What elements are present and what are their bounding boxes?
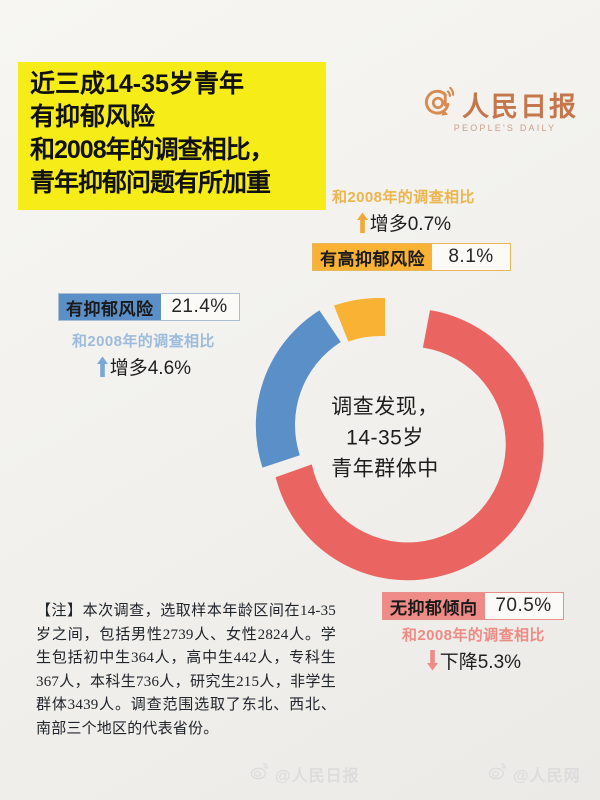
center-line-2: 14-35岁 xyxy=(346,426,424,450)
status-badge-risk: 有抑郁风险 21.4% xyxy=(58,293,240,321)
headline-line-2: 有抑郁风险 xyxy=(30,103,156,131)
weibo-icon xyxy=(488,761,508,786)
center-line-3: 青年群体中 xyxy=(331,457,439,481)
headline-line-3: 和2008年的调查相比， xyxy=(30,136,275,164)
high-risk-comparison: 和2008年的调查相比 增多0.7% xyxy=(332,186,475,236)
watermark-right-text: @人民网 xyxy=(513,767,581,785)
high-risk-label: 有高抑郁风险 xyxy=(313,244,432,270)
watermark-peoples-net: @人民网 xyxy=(488,761,581,786)
arrow-up-icon xyxy=(96,355,109,378)
depression-risk-donut-chart: 调查发现， 14-35岁 青年群体中 xyxy=(225,278,545,598)
donut-segment-risk-arc xyxy=(255,310,341,468)
arrow-down-icon xyxy=(426,649,439,672)
at-signal-icon xyxy=(418,82,458,122)
donut-segment-high-risk-arc xyxy=(334,297,385,342)
center-line-1: 调查发现， xyxy=(331,395,439,419)
headline-banner: 近三成14-35岁青年 有抑郁风险 和2008年的调查相比， 青年抑郁问题有所加… xyxy=(18,62,326,210)
weibo-icon xyxy=(250,761,270,786)
footnote-text: 【注】本次调查，选取样本年龄区间在14-35岁之间，包括男性2739人、女性28… xyxy=(36,603,336,737)
no-tendency-comparison: 和2008年的调查相比 下降5.3% xyxy=(402,624,545,674)
watermark-left-text: @人民日报 xyxy=(275,767,360,785)
status-badge-no-tendency: 无抑郁倾向 70.5% xyxy=(382,592,564,620)
high-risk-compare-text: 和2008年的调查相比 xyxy=(332,189,475,206)
no-tendency-compare-text: 和2008年的调查相比 xyxy=(402,627,545,644)
peoples-daily-logo: 人民日报 PEOPLE'S DAILY xyxy=(418,82,578,133)
risk-label: 有抑郁风险 xyxy=(59,294,161,320)
no-tendency-value: 70.5% xyxy=(495,595,552,616)
risk-compare-text: 和2008年的调查相比 xyxy=(72,333,215,350)
logo-name-cn: 人民日报 xyxy=(462,92,578,122)
headline-line-1: 近三成14-35岁青年 xyxy=(30,70,244,98)
high-risk-value: 8.1% xyxy=(448,246,494,267)
risk-comparison: 和2008年的调查相比 增多4.6% xyxy=(72,330,215,380)
donut-center-text: 调查发现， 14-35岁 青年群体中 xyxy=(290,392,480,485)
no-tendency-delta-text: 下降5.3% xyxy=(439,652,522,673)
risk-delta-text: 增多4.6% xyxy=(109,358,192,379)
status-badge-high-risk: 有高抑郁风险 8.1% xyxy=(312,243,511,271)
high-risk-delta-text: 增多0.7% xyxy=(369,214,452,235)
arrow-up-icon xyxy=(356,211,369,234)
no-tendency-label: 无抑郁倾向 xyxy=(383,593,485,619)
watermark-peoples-daily: @人民日报 xyxy=(250,761,360,786)
risk-value: 21.4% xyxy=(171,296,228,317)
headline-line-4: 青年抑郁问题有所加重 xyxy=(30,169,271,197)
logo-name-en: PEOPLE'S DAILY xyxy=(453,123,557,133)
